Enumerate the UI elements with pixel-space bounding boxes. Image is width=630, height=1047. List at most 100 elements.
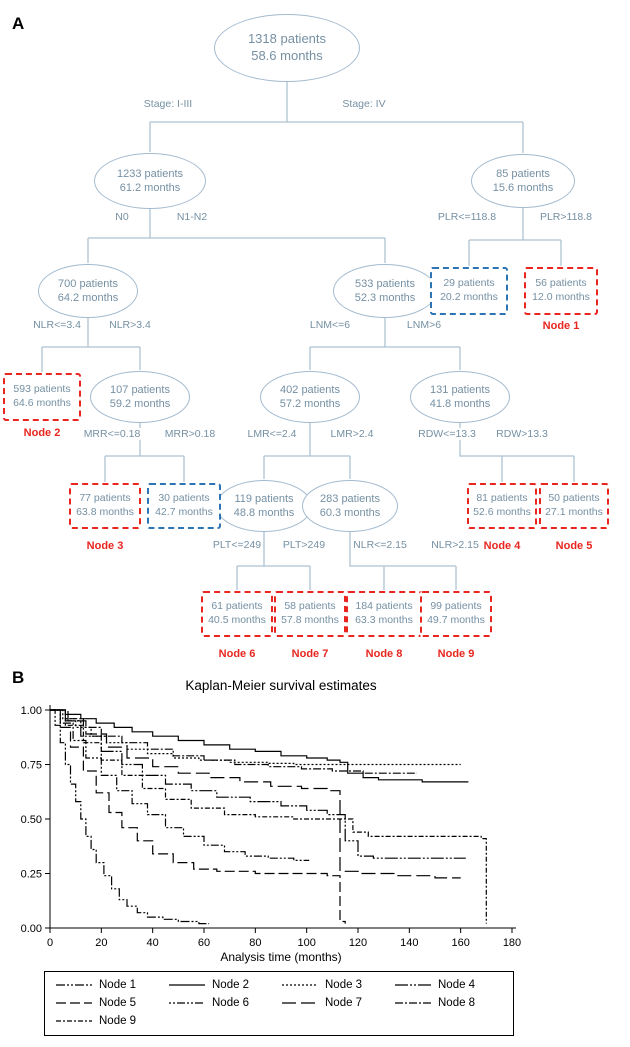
legend-label: Node 9 [99, 1015, 137, 1027]
legend-label: Node 1 [99, 979, 137, 991]
node-patients: 30 patients [158, 492, 210, 505]
edge-label-mrr-gt: MRR>0.18 [162, 428, 218, 440]
panel-a-label: A [12, 14, 25, 33]
y-tick-label: 1.00 [21, 705, 42, 717]
y-tick-label: 0.50 [21, 814, 42, 826]
legend-line-sample [56, 1002, 92, 1004]
x-tick-label: 120 [349, 937, 367, 949]
panel-b-label: B [12, 668, 25, 687]
legend-item: Node 1 [55, 979, 164, 991]
edge-label-stage-i-iii: Stage: I-III [141, 98, 195, 110]
tree-connector-lines [41, 82, 575, 590]
edge-label-lmr-gt: LMR>2.4 [328, 428, 376, 440]
legend-line-sample [282, 1002, 318, 1004]
legend-label: Node 3 [325, 979, 363, 991]
node-patients: 283 patients [320, 492, 380, 505]
tree-node-85: 85 patients 15.6 months [471, 154, 575, 208]
x-tick-label: 60 [198, 937, 210, 949]
edge-label-plr-gt: PLR>118.8 [537, 211, 595, 223]
x-tick-label: 40 [147, 937, 159, 949]
terminal-node-184: 184 patients 63.3 months [346, 591, 422, 637]
node-months: 42.7 months [155, 506, 213, 518]
node-6-label: Node 6 [218, 648, 256, 660]
node-3-label: Node 3 [86, 540, 124, 552]
node-months: 48.8 months [233, 507, 295, 519]
terminal-node-29: 29 patients 20.2 months [430, 267, 508, 315]
node-patients: 81 patients [476, 492, 528, 505]
node-months: 57.8 months [281, 614, 339, 626]
node-months: 63.8 months [76, 506, 134, 518]
legend-item: Node 5 [55, 997, 164, 1009]
node-patients: 107 patients [110, 383, 170, 396]
y-tick-label: 0.75 [21, 760, 42, 772]
node-patients: 50 patients [548, 492, 600, 505]
node-months: 64.2 months [57, 292, 119, 304]
legend-item: Node 8 [394, 997, 503, 1009]
legend-item: Node 6 [168, 997, 277, 1009]
legend-line-sample [395, 984, 431, 986]
tree-node-533: 533 patients 52.3 months [333, 264, 437, 318]
edge-label-mrr-le: MRR<=0.18 [81, 428, 143, 440]
terminal-node-99: 99 patients 49.7 months [420, 591, 492, 637]
node-patients: 1318 patients [247, 31, 327, 47]
tree-node-1233: 1233 patients 61.2 months [94, 153, 206, 209]
km-curve-node-7 [50, 709, 461, 879]
terminal-node-56: 56 patients 12.0 months [524, 267, 598, 315]
node-patients: 85 patients [496, 167, 550, 180]
terminal-node-77: 77 patients 63.8 months [69, 483, 141, 529]
legend-label: Node 8 [438, 997, 476, 1009]
terminal-node-593: 593 patients 64.6 months [3, 373, 81, 421]
x-tick-label: 160 [451, 937, 469, 949]
edge-label-lnm-le: LNM<=6 [307, 319, 353, 331]
node-patients: 56 patients [535, 277, 587, 290]
edge-label-plt-gt: PLT>249 [280, 539, 328, 551]
y-tick-label: 0.00 [21, 923, 42, 935]
edge-label-n1-n2: N1-N2 [174, 211, 210, 223]
x-tick-label: 100 [297, 937, 315, 949]
node-patients: 61 patients [211, 600, 263, 613]
node-4-label: Node 4 [483, 540, 521, 552]
node-patients: 29 patients [443, 277, 495, 290]
terminal-node-58: 58 patients 57.8 months [274, 591, 346, 637]
legend-label: Node 6 [212, 997, 250, 1009]
decision-tree-panel: A 1318 patients 58.6 months 1233 patient… [3, 14, 609, 660]
x-tick-label: 140 [400, 937, 418, 949]
node-months: 52.3 months [354, 292, 416, 304]
tree-node-700: 700 patients 64.2 months [38, 264, 138, 318]
node-months: 61.2 months [119, 182, 181, 194]
tree-connectors [41, 82, 575, 590]
edge-label-stage-iv: Stage: IV [340, 98, 388, 110]
tree-node-root: 1318 patients 58.6 months [214, 14, 360, 82]
tree-node-119: 119 patients 48.8 months [216, 480, 312, 532]
y-tick-label: 0.25 [21, 869, 42, 881]
edge-label-nlr-le-215: NLR<=2.15 [351, 539, 409, 551]
km-curve-node-1 [50, 709, 210, 925]
node-months: 64.6 months [13, 397, 71, 409]
terminal-node-61: 61 patients 40.5 months [201, 591, 273, 637]
node-months: 60.3 months [319, 507, 381, 519]
node-months: 40.5 months [208, 614, 266, 626]
km-curve-node-9 [50, 709, 487, 924]
km-curve-node-5 [50, 709, 346, 924]
edge-label-nlr-gt-215: NLR>2.15 [429, 539, 481, 551]
edge-label-rdw-le: RDW<=13.3 [416, 428, 478, 440]
legend-grid: Node 1 Node 2 Node 3 Node 4 Node 5 Node 6 Node… [55, 979, 503, 1027]
node-patients: 99 patients [430, 600, 482, 613]
node-months: 12.0 months [532, 291, 590, 303]
edge-label-rdw-gt: RDW>13.3 [494, 428, 550, 440]
node-8-label: Node 8 [365, 648, 403, 660]
km-chart: 0.00 0.25 0.50 0.75 1.00 0 20 40 60 80 100 120 140 16… [21, 705, 521, 949]
node-months: 27.1 months [545, 506, 603, 518]
node-patients: 184 patients [355, 600, 413, 613]
node-months: 49.7 months [427, 614, 485, 626]
km-curve-node-2 [50, 709, 469, 783]
legend-item: Node 3 [281, 979, 390, 991]
legend-item: Node 9 [55, 1015, 164, 1027]
legend-line-sample [169, 1002, 205, 1004]
node-months: 20.2 months [440, 291, 498, 303]
km-curve-node-4 [50, 709, 466, 859]
edge-label-plt-le: PLT<=249 [210, 539, 264, 551]
node-patients: 77 patients [79, 492, 131, 505]
legend-item: Node 4 [394, 979, 503, 991]
x-tick-label: 20 [95, 937, 107, 949]
